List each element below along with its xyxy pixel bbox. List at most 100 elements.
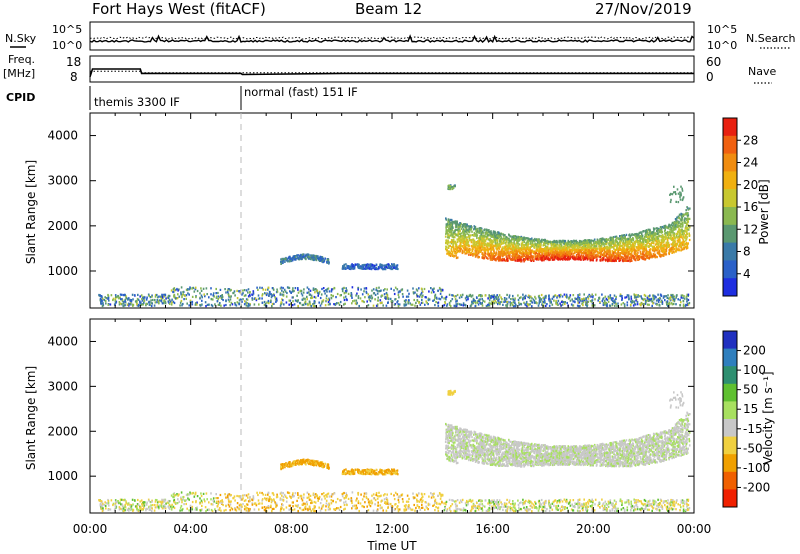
power-cell <box>200 289 203 292</box>
power-cell <box>606 252 608 255</box>
power-cell <box>468 237 471 240</box>
power-cell <box>565 242 568 245</box>
power-cell <box>488 244 490 247</box>
power-cell <box>626 238 629 241</box>
power-cell <box>217 298 219 301</box>
power-cell <box>478 245 480 248</box>
power-cell <box>643 253 645 256</box>
power-cell <box>109 303 112 306</box>
power-cell <box>542 300 544 303</box>
power-cell <box>245 289 248 292</box>
power-cell <box>551 297 554 300</box>
power-cell <box>419 303 422 306</box>
power-cell <box>122 301 125 304</box>
power-cell <box>520 302 522 305</box>
power-cell <box>516 251 519 254</box>
power-cell <box>478 248 480 251</box>
power-cell <box>620 248 622 251</box>
power-cell <box>296 294 298 297</box>
power-cell <box>464 225 467 229</box>
power-cell <box>230 288 232 292</box>
power-cell <box>136 303 138 306</box>
power-cell <box>297 304 299 308</box>
power-cell <box>641 302 643 305</box>
power-cell <box>164 302 167 305</box>
power-cell <box>461 235 463 238</box>
power-cell <box>158 302 160 305</box>
power-cell <box>660 226 662 229</box>
power-cell <box>619 293 622 296</box>
power-cell <box>420 301 423 304</box>
power-cell <box>292 287 294 290</box>
power-cell <box>249 291 251 294</box>
power-cell <box>578 305 580 308</box>
power-cell <box>439 292 442 295</box>
power-cell <box>453 247 455 250</box>
power-cell <box>455 243 458 246</box>
power-cell <box>520 247 523 250</box>
power-cell <box>363 300 365 304</box>
power-cell <box>490 248 492 251</box>
power-cell <box>460 227 463 230</box>
power-cell <box>516 237 519 240</box>
power-cell <box>610 236 612 239</box>
power-cell <box>343 303 345 306</box>
power-cell <box>414 304 416 307</box>
power-cell <box>575 242 578 245</box>
power-cell <box>321 287 323 291</box>
power-cell <box>500 248 503 251</box>
power-cell <box>596 247 599 250</box>
power-cell <box>386 288 388 291</box>
power-cell <box>648 253 650 256</box>
power-cell <box>494 230 496 233</box>
nave-trace <box>90 70 694 74</box>
power-cell <box>233 290 236 293</box>
power-cell <box>544 295 547 298</box>
power-cell <box>587 295 589 298</box>
power-cell <box>348 267 351 270</box>
power-cell <box>500 296 502 299</box>
power-cell <box>478 227 481 230</box>
power-cell <box>251 298 254 301</box>
freq-tick-bottom: 8 <box>70 70 78 84</box>
power-cell <box>234 303 237 306</box>
power-cell <box>591 299 594 302</box>
power-cell <box>685 303 687 306</box>
power-cell <box>517 236 520 239</box>
power-cell <box>379 299 382 302</box>
power-cell <box>327 300 330 303</box>
power-cell <box>556 296 558 299</box>
power-cell <box>310 296 312 300</box>
power-cell <box>646 256 649 259</box>
power-cell <box>493 297 495 301</box>
power-cell <box>455 252 458 255</box>
power-cell <box>218 303 221 306</box>
power-cell <box>405 299 407 302</box>
power-cell <box>676 216 678 219</box>
power-cell <box>472 247 474 251</box>
power-cell <box>478 298 480 301</box>
power-cell <box>288 255 291 259</box>
power-cell <box>102 304 105 307</box>
power-cell <box>478 231 480 234</box>
power-cell <box>556 302 559 305</box>
power-cell <box>556 295 559 298</box>
power-cell <box>504 300 507 303</box>
power-cell <box>232 291 235 294</box>
power-cell <box>518 236 521 239</box>
power-cell <box>492 240 495 243</box>
power-cell <box>516 257 519 260</box>
power-cell <box>505 243 507 246</box>
power-cell <box>503 297 506 300</box>
power-cell <box>687 303 690 306</box>
power-cell <box>397 267 399 271</box>
power-cell <box>646 299 648 302</box>
power-cell <box>603 245 606 248</box>
power-cell <box>525 242 527 245</box>
power-cell <box>521 242 524 245</box>
power-cell <box>609 296 611 299</box>
power-cell <box>586 250 588 253</box>
power-cell <box>122 304 125 308</box>
power-cell <box>589 300 592 303</box>
power-cell <box>644 231 647 234</box>
